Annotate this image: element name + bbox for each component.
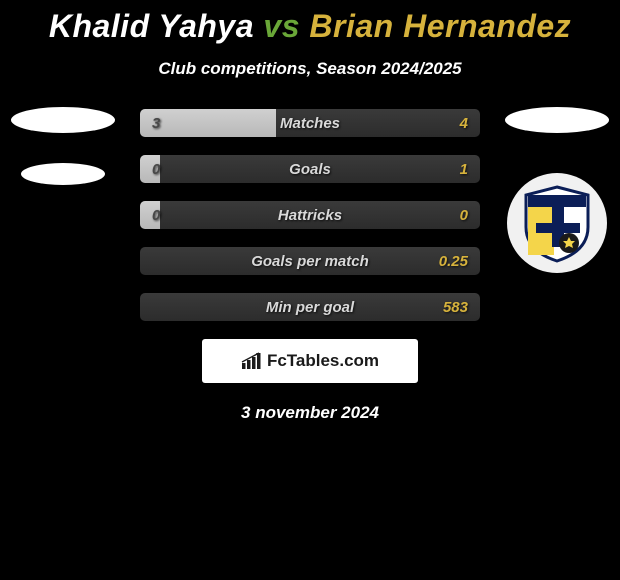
stat-value-right: 1 — [460, 155, 468, 183]
stat-label: Min per goal — [140, 293, 480, 321]
stat-value-right: 583 — [443, 293, 468, 321]
stat-row: Matches3 4 — [140, 109, 480, 137]
brand-text: FcTables.com — [267, 351, 379, 371]
stat-row: Min per goal583 — [140, 293, 480, 321]
club-shield-icon — [522, 185, 592, 263]
stat-row: Goals per match0.25 — [140, 247, 480, 275]
comparison-card: Khalid Yahya vs Brian Hernandez Club com… — [0, 0, 620, 423]
player2-name: Brian Hernandez — [309, 8, 571, 44]
stat-value-left: 0 — [152, 201, 160, 229]
bar-chart-icon — [241, 352, 263, 370]
player1-club-avatar — [21, 163, 105, 185]
stat-value-right: 0.25 — [439, 247, 468, 275]
stat-label: Goals per match — [140, 247, 480, 275]
vs-label: vs — [263, 8, 300, 44]
player2-club-badge — [507, 173, 607, 273]
stat-label: Hattricks — [140, 201, 480, 229]
stat-value-right: 0 — [460, 201, 468, 229]
stats-panel: Matches34Goals01Hattricks00Goals per mat… — [140, 109, 480, 321]
stat-value-left: 3 — [152, 109, 160, 137]
page-title: Khalid Yahya vs Brian Hernandez — [0, 0, 620, 45]
main-content: Matches34Goals01Hattricks00Goals per mat… — [0, 109, 620, 423]
stat-label: Matches — [140, 109, 480, 137]
player2-avatar — [505, 107, 609, 133]
stat-row: Hattricks0 0 — [140, 201, 480, 229]
stat-value-left: 0 — [152, 155, 160, 183]
stat-row: Goals0 1 — [140, 155, 480, 183]
right-avatars — [502, 109, 612, 273]
stat-label: Goals — [140, 155, 480, 183]
subtitle: Club competitions, Season 2024/2025 — [0, 59, 620, 79]
player1-name: Khalid Yahya — [49, 8, 254, 44]
stat-value-right: 4 — [460, 109, 468, 137]
brand-link[interactable]: FcTables.com — [241, 351, 379, 371]
player1-avatar — [11, 107, 115, 133]
brand-box[interactable]: FcTables.com — [202, 339, 418, 383]
left-avatars — [8, 109, 118, 185]
date-label: 3 november 2024 — [0, 403, 620, 423]
